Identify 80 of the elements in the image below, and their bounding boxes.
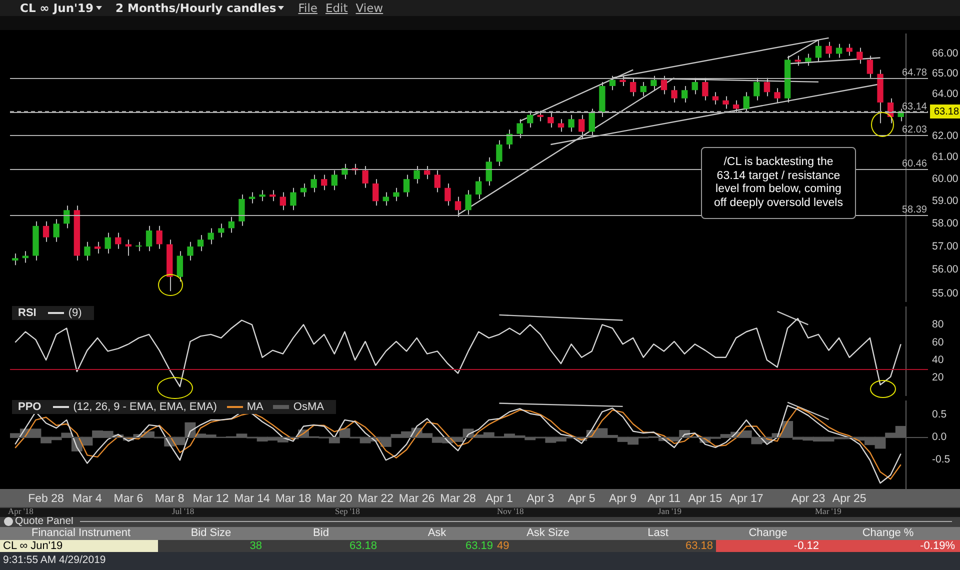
y-tick-label: 55.00 bbox=[932, 287, 958, 300]
y-tick-label: 60.00 bbox=[932, 172, 958, 185]
annotation: /CL is backtesting the 63.14 target / resistance level from below, coming off deeply oversold levels bbox=[701, 147, 856, 219]
y-tick-label: -0.5 bbox=[932, 454, 950, 466]
y-tick-label: 20 bbox=[932, 372, 944, 384]
x-tick-label: Apr 17 bbox=[729, 493, 764, 506]
y-tick-label: 59.00 bbox=[932, 195, 958, 208]
y-tick-label: 60 bbox=[932, 336, 944, 348]
text: -0.19% bbox=[920, 540, 955, 552]
legend-title: PPO bbox=[18, 401, 42, 413]
text: View bbox=[356, 1, 384, 15]
category-label: Ask bbox=[426, 527, 448, 540]
x-tick-label: Mar 28 bbox=[440, 493, 476, 506]
text: Jul '18 bbox=[172, 506, 194, 516]
text: Quote Panel bbox=[15, 515, 74, 527]
text: 9:31:55 AM 4/29/2019 bbox=[3, 554, 106, 566]
text: File bbox=[298, 1, 318, 15]
text: 38 bbox=[250, 540, 262, 552]
x-tick-label: Apr 15 bbox=[688, 493, 722, 506]
y-tick-label: 56.00 bbox=[932, 264, 958, 276]
y-tick-label: 58.00 bbox=[932, 218, 958, 230]
legend-label: (12, 26, 9 - EMA, EMA, EMA) bbox=[73, 401, 217, 413]
category-label: Change bbox=[748, 527, 788, 540]
category-label: Bid bbox=[312, 527, 330, 540]
y-tick-label: 64.00 bbox=[932, 88, 958, 100]
text: -0.12 bbox=[794, 540, 819, 552]
x-tick-label: Mar 22 bbox=[358, 493, 394, 506]
category-label: Last bbox=[646, 527, 670, 540]
ref-line-label: 58.39 bbox=[902, 204, 928, 216]
text: Nov '18 bbox=[497, 506, 524, 516]
x-tick-label: Apr 3 bbox=[526, 493, 554, 506]
x-tick-label: Mar 4 bbox=[72, 493, 103, 506]
y-tick-label: 61.00 bbox=[932, 151, 958, 164]
x-tick-label: Apr 9 bbox=[609, 493, 637, 506]
ref-line-label: 64.78 bbox=[902, 67, 928, 78]
legend-title: RSI bbox=[18, 307, 36, 319]
x-tick-label: Apr 23 bbox=[791, 493, 826, 506]
text: Mar '19 bbox=[815, 506, 842, 516]
category-label: Financial Instrument bbox=[30, 527, 132, 540]
category-label: Ask Size bbox=[526, 527, 570, 540]
x-tick-label: Mar 26 bbox=[398, 493, 435, 506]
ref-line-label: 62.03 bbox=[902, 124, 928, 136]
chart-title: CL ∞ Jun'19 bbox=[20, 1, 94, 15]
y-tick-label: 62.00 bbox=[932, 130, 958, 142]
category-label: Change % bbox=[861, 527, 915, 540]
x-tick-label: Mar 20 bbox=[316, 493, 352, 506]
y-tick-label: 57.00 bbox=[932, 240, 958, 252]
x-tick-label: Feb 28 bbox=[28, 493, 64, 506]
x-tick-label: Apr 11 bbox=[647, 493, 680, 506]
x-tick-label: Mar 14 bbox=[234, 493, 271, 506]
legend-label: (9) bbox=[68, 307, 82, 319]
text: Apr '18 bbox=[8, 506, 34, 516]
legend-label: OsMA bbox=[293, 401, 324, 413]
text: CL ∞ Jun'19 bbox=[3, 540, 63, 552]
x-tick-label: Mar 12 bbox=[192, 493, 229, 506]
ref-line-label: 63.18 bbox=[934, 106, 960, 118]
text: Sep '18 bbox=[335, 506, 360, 516]
text: Jan '19 bbox=[658, 506, 682, 516]
legend-label: MA bbox=[246, 401, 264, 413]
y-tick-label: 40 bbox=[932, 354, 944, 366]
ref-line-label: 60.46 bbox=[902, 158, 928, 170]
text: 63.19 bbox=[465, 540, 493, 552]
x-tick-label: Mar 8 bbox=[154, 493, 184, 506]
x-tick-label: Mar 18 bbox=[275, 493, 312, 506]
x-tick-label: Apr 5 bbox=[568, 493, 596, 506]
category-label: Bid Size bbox=[190, 527, 232, 540]
ref-line-label: 63.14 bbox=[902, 101, 928, 112]
text: 63.18 bbox=[685, 540, 713, 552]
y-tick-label: 0.0 bbox=[932, 430, 947, 443]
x-tick-label: Apr 25 bbox=[832, 493, 866, 506]
y-tick-label: 66.00 bbox=[932, 48, 958, 60]
chart-subtitle: 2 Months/Hourly candles bbox=[116, 1, 276, 15]
x-tick-label: Mar 6 bbox=[114, 493, 144, 506]
y-tick-label: 80 bbox=[932, 318, 944, 331]
text: 63.18 bbox=[349, 540, 377, 552]
text: 49 bbox=[497, 540, 510, 552]
x-tick-label: Apr 1 bbox=[485, 493, 513, 506]
text: Edit bbox=[325, 1, 348, 15]
y-tick-label: 0.5 bbox=[932, 408, 947, 420]
y-tick-label: 65.00 bbox=[932, 68, 958, 80]
